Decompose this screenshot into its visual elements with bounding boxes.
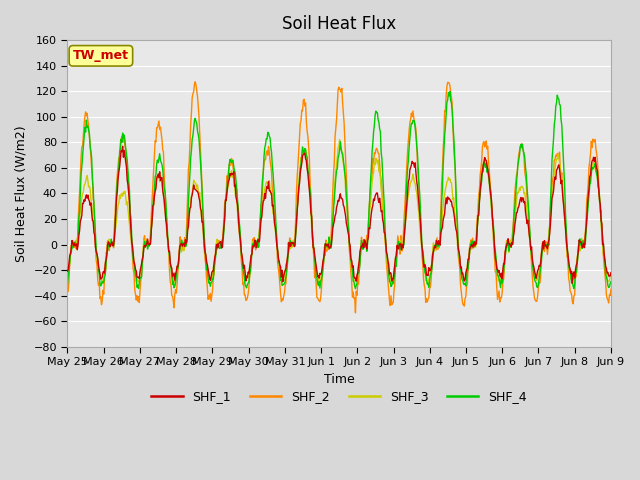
SHF_4 [351,286,359,291]
SHF_2 [214,241,221,247]
SHF_3 [214,244,221,250]
SHF_1 [74,247,81,252]
Line: SHF_2: SHF_2 [67,82,611,313]
SHF_4 [213,246,221,252]
SHF_2 [63,288,71,294]
SHF_2 [422,296,430,301]
Legend: SHF_1, SHF_2, SHF_3, SHF_4: SHF_1, SHF_2, SHF_3, SHF_4 [147,385,532,408]
Line: SHF_4: SHF_4 [67,92,611,288]
Title: Soil Heat Flux: Soil Heat Flux [282,15,396,33]
SHF_3 [422,277,430,283]
SHF_1 [406,167,413,172]
SHF_4 [422,271,429,277]
SHF_1 [568,280,576,286]
SHF_4 [406,135,413,141]
SHF_3 [186,207,193,213]
SHF_1 [119,144,127,149]
SHF_4 [74,241,81,247]
SHF_3 [63,270,71,276]
SHF_1 [422,265,429,271]
SHF_4 [63,281,71,287]
Text: TW_met: TW_met [73,49,129,62]
SHF_4 [607,279,615,285]
SHF_3 [407,180,415,185]
SHF_2 [607,287,615,292]
Line: SHF_3: SHF_3 [67,140,611,283]
SHF_1 [130,259,138,265]
SHF_4 [129,256,137,262]
SHF_2 [74,247,81,253]
SHF_3 [74,235,81,241]
SHF_2 [407,116,415,122]
SHF_3 [607,271,615,276]
SHF_4 [184,200,192,205]
SHF_3 [130,262,138,268]
SHF_2 [351,310,359,316]
SHF_1 [186,213,193,218]
X-axis label: Time: Time [324,372,355,386]
SHF_3 [336,137,344,143]
SHF_2 [191,79,199,84]
SHF_3 [99,280,106,286]
SHF_4 [446,89,454,95]
SHF_1 [214,245,221,251]
Line: SHF_1: SHF_1 [67,146,611,283]
SHF_2 [184,166,192,172]
SHF_2 [129,267,137,273]
Y-axis label: Soil Heat Flux (W/m2): Soil Heat Flux (W/m2) [15,125,28,262]
SHF_1 [607,270,615,276]
SHF_1 [63,268,71,274]
